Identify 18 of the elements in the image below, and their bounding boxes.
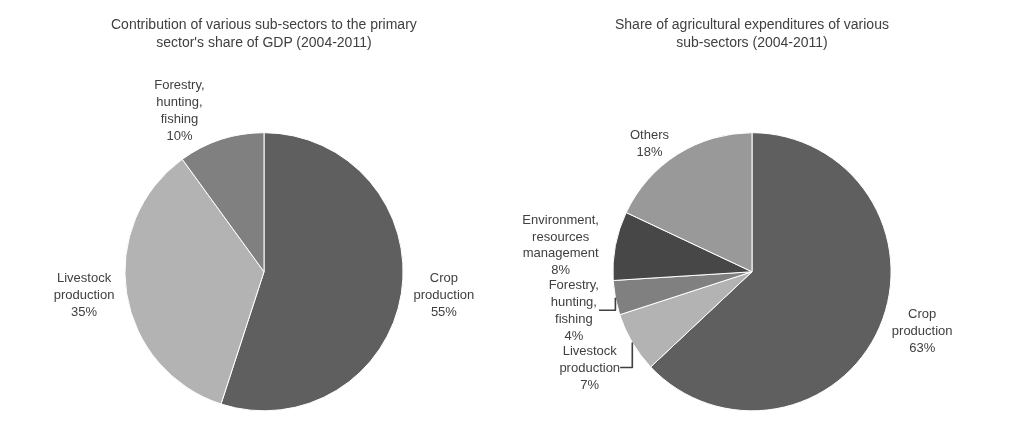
slice-label: Environment, resources management (522, 211, 599, 261)
slice-label: Crop production (891, 306, 953, 339)
data-label: 4% (564, 328, 584, 344)
data-label: 18% (636, 143, 663, 159)
data-label: 8% (551, 262, 571, 278)
slice-label: Livestock production (53, 269, 115, 302)
data-label: 10% (166, 127, 193, 143)
chart-title: Share of agricultural expenditures of various sub-sectors (2004-2011) (615, 16, 889, 51)
chart-title: Contribution of various sub-sectors to the primary sector's share of GDP (2004-2011) (111, 16, 417, 51)
data-label: 55% (430, 303, 458, 319)
slice-label: Others (630, 127, 670, 143)
data-label: 7% (580, 376, 600, 392)
slice-label: Forestry, hunting, fishing (154, 76, 205, 126)
data-label: 35% (71, 303, 98, 319)
slice-label: Crop production (413, 269, 475, 302)
slice-label: Forestry, hunting, fishing (548, 277, 599, 327)
slice-label: Livestock production (559, 343, 621, 375)
data-label: 63% (909, 340, 936, 356)
